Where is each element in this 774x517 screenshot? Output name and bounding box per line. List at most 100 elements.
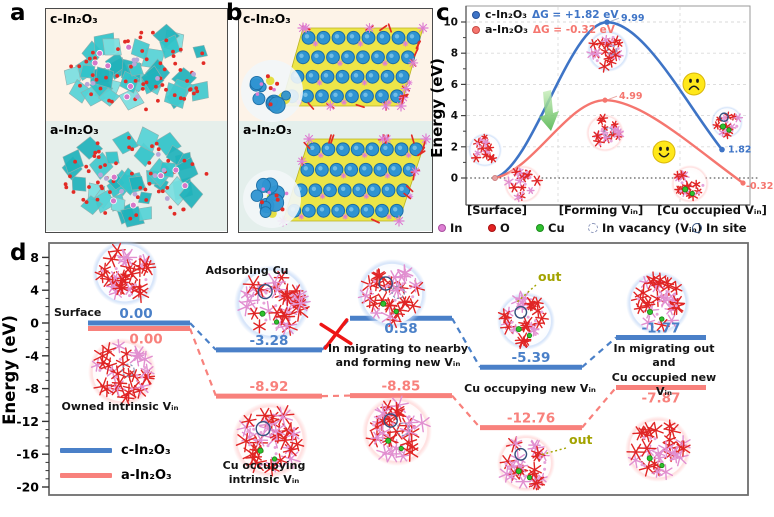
level-value-label: 0.00 <box>129 332 162 348</box>
structure-cluster <box>234 265 311 341</box>
blue-line-icon <box>60 448 112 453</box>
level-value-label: -8.92 <box>250 379 289 395</box>
point-value-label: 4.99 <box>619 91 642 102</box>
level-value-label: 0.00 <box>119 306 152 322</box>
structure-cluster <box>671 165 709 203</box>
y-tick-label: -20 <box>16 480 39 495</box>
panel-b: c-In₂O₃ a-In₂O₃ <box>238 8 433 233</box>
panel-c-label: c <box>436 0 450 26</box>
panel-c: 0 2 4 6 8 10 Energy (eV) 9.99 4.99 1.82 -0.32 [Surf… <box>430 0 774 240</box>
y-axis-ticks: 0 2 4 6 8 10 <box>443 17 466 185</box>
panel-a: c-In₂O₃ a-In₂O₃ <box>45 8 228 233</box>
a-in2o3-levels <box>88 326 706 431</box>
annotation-surface: Surface <box>54 306 102 319</box>
y-axis-ticks: -20 -16 -12 -8 -4 0 4 8 <box>16 250 49 495</box>
level-value-label: 0.58 <box>384 321 417 337</box>
atom-legend: In O Cu In vacancy (Vᵢₙ) In site <box>430 219 774 239</box>
in-atom-icon <box>438 224 446 232</box>
crystal-structure-canvas <box>61 23 209 228</box>
series-dg-value: ΔG = -0.32 eV <box>532 23 615 36</box>
sad-face-icon <box>682 72 706 96</box>
panel-b-top-title: c-In₂O₃ <box>243 11 291 26</box>
charge-density-inset <box>243 170 301 228</box>
point-value-label: 9.99 <box>621 13 644 24</box>
charge-density-map <box>277 133 431 227</box>
panel-a-label: a <box>10 0 26 26</box>
point-value-label: -0.32 <box>746 181 773 192</box>
x-category-label: [Forming Vᵢₙ] <box>559 203 643 217</box>
legend-row-a-in2o3: a-In₂O₃ ΔG = -0.32 eV <box>472 22 618 37</box>
panel-c-legend: c-In₂O₃ ΔG = +1.82 eV a-In₂O₃ ΔG = -0.32… <box>472 7 618 37</box>
charge-density-canvas <box>241 22 431 228</box>
y-axis-title: Energy (eV) <box>430 58 446 158</box>
structure-cluster <box>626 271 690 335</box>
y-tick-label: 0 <box>30 316 39 331</box>
y-tick-label: -16 <box>16 447 39 462</box>
crystal-polyhedra <box>63 23 209 112</box>
legend-row-c-in2o3: c-In₂O₃ <box>60 443 172 458</box>
y-tick-label: 4 <box>30 283 39 298</box>
forbidden-cross-icon <box>319 318 353 350</box>
legend-row-c-in2o3: c-In₂O₃ ΔG = +1.82 eV <box>472 7 618 22</box>
panel-d: -20 -16 -12 -8 -4 0 4 8 Energy (eV) 0.00 -3.28 0.58… <box>0 240 774 517</box>
legend-item-o: O <box>488 221 510 235</box>
energy-level-chart: -20 -16 -12 -8 -4 0 4 8 Energy (eV) 0.00 -3.28 0.58… <box>0 240 749 496</box>
level-value-label: -12.76 <box>507 411 555 427</box>
panel-b-label: b <box>226 0 243 26</box>
y-tick-label: -8 <box>25 381 39 396</box>
level-value-label: -1.77 <box>642 321 681 337</box>
series-name: a-In₂O₃ <box>485 23 528 36</box>
structure-cluster <box>503 165 544 203</box>
in-site-icon <box>692 223 702 233</box>
out-annotation: out <box>538 269 561 284</box>
panel-a-bottom-title: a-In₂O₃ <box>50 122 99 137</box>
annotation-cu-occupying-new: Cu occupying new Vᵢₙ <box>464 382 596 395</box>
green-down-arrow-icon <box>539 90 559 131</box>
x-category-label: [Cu occupied Vᵢₙ] <box>657 203 767 217</box>
panel-a-top-title: c-In₂O₃ <box>50 11 98 26</box>
series-dg-value: ΔG = +1.82 eV <box>532 8 619 21</box>
panel-d-label: d <box>10 240 27 266</box>
level-value-label: -5.39 <box>512 350 551 366</box>
structure-cluster <box>497 434 555 492</box>
crystal-polyhedra <box>61 126 209 228</box>
legend-item-cu: Cu <box>536 221 565 235</box>
legend-item-in: In <box>438 221 462 235</box>
y-tick-label: 8 <box>451 48 458 60</box>
structure-cluster <box>586 30 629 73</box>
series-name: c-In₂O₃ <box>485 8 527 21</box>
legend-label: In <box>450 221 463 235</box>
y-tick-label: 8 <box>30 250 39 265</box>
point-value-label: 1.82 <box>728 145 751 156</box>
legend-item-insite: In site <box>692 221 747 235</box>
legend-label: O <box>500 221 510 235</box>
y-tick-label: 4 <box>451 110 458 122</box>
annotation-owned-intrinsic: Owned intrinsic Vᵢₙ <box>61 400 179 413</box>
legend-item-vacancy: In vacancy (Vᵢₙ) <box>588 221 702 235</box>
y-tick-label: 0 <box>451 173 458 185</box>
y-tick-label: -4 <box>25 348 39 363</box>
x-category-label: [Surface] <box>467 203 527 217</box>
y-tick-label: 2 <box>451 141 458 153</box>
structure-cluster <box>357 259 427 329</box>
structure-cluster <box>88 338 156 406</box>
red-series-dot-icon <box>472 25 480 34</box>
structure-cluster <box>362 395 432 466</box>
structure-cluster <box>92 240 158 306</box>
annotation-cu-occupying-intrinsic: Cu occupying intrinsic Vᵢₙ <box>222 459 306 487</box>
charge-density-map <box>275 22 429 112</box>
legend-label: In site <box>706 221 747 235</box>
y-tick-label: 10 <box>443 17 458 29</box>
charge-density-inset <box>241 60 303 122</box>
y-tick-label: 6 <box>451 79 458 91</box>
red-line-icon <box>60 473 112 478</box>
blue-series-dot-icon <box>472 10 480 19</box>
structure-cluster <box>586 113 625 152</box>
energy-curve-chart: 0 2 4 6 8 10 Energy (eV) 9.99 4.99 1.82 -0.32 [Surf… <box>430 5 773 217</box>
in-vacancy-icon <box>588 223 598 233</box>
legend-label: In vacancy (Vᵢₙ) <box>602 221 702 235</box>
annotation-migrate-out: In migrating out and Cu occupied new Vᵢₙ <box>611 342 717 398</box>
level-value-label: -3.28 <box>250 333 289 349</box>
o-atom-icon <box>488 224 496 232</box>
